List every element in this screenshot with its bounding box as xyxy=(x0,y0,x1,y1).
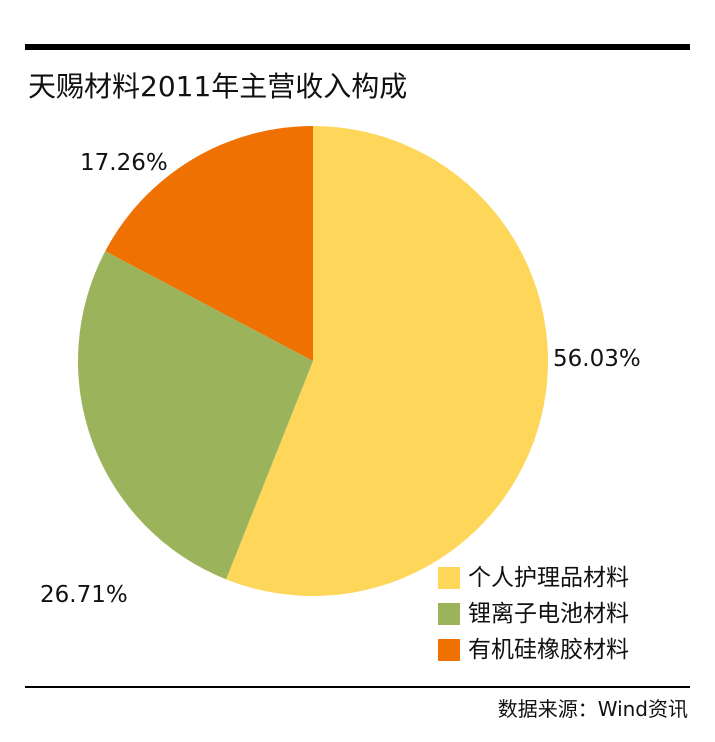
legend-item-silicone-rubber: 有机硅橡胶材料 xyxy=(438,632,629,668)
legend-label-silicone-rubber: 有机硅橡胶材料 xyxy=(468,637,629,663)
legend-label-lithium-battery: 锂离子电池材料 xyxy=(468,601,629,627)
top-rule xyxy=(25,44,690,50)
pie-slice-personal-care xyxy=(226,126,548,597)
source-note: 数据来源：Wind资讯 xyxy=(497,697,688,721)
legend-swatch-silicone-rubber xyxy=(438,639,460,661)
slice-label-silicone-rubber: 17.26% xyxy=(80,150,168,176)
pie-slice-lithium-battery xyxy=(77,251,314,580)
chart-title: 天赐材料2011年主营收入构成 xyxy=(28,70,408,103)
legend-swatch-lithium-battery xyxy=(438,603,460,625)
pie-slice-silicone-rubber xyxy=(105,126,313,361)
slice-label-lithium-battery: 26.71% xyxy=(40,582,128,608)
slice-label-personal-care: 56.03% xyxy=(553,346,641,372)
legend-item-lithium-battery: 锂离子电池材料 xyxy=(438,596,629,632)
legend-label-personal-care: 个人护理品材料 xyxy=(468,565,629,591)
legend-swatch-personal-care xyxy=(438,567,460,589)
legend: 个人护理品材料 锂离子电池材料 有机硅橡胶材料 xyxy=(438,560,629,668)
bottom-rule xyxy=(25,686,690,688)
legend-item-personal-care: 个人护理品材料 xyxy=(438,560,629,596)
